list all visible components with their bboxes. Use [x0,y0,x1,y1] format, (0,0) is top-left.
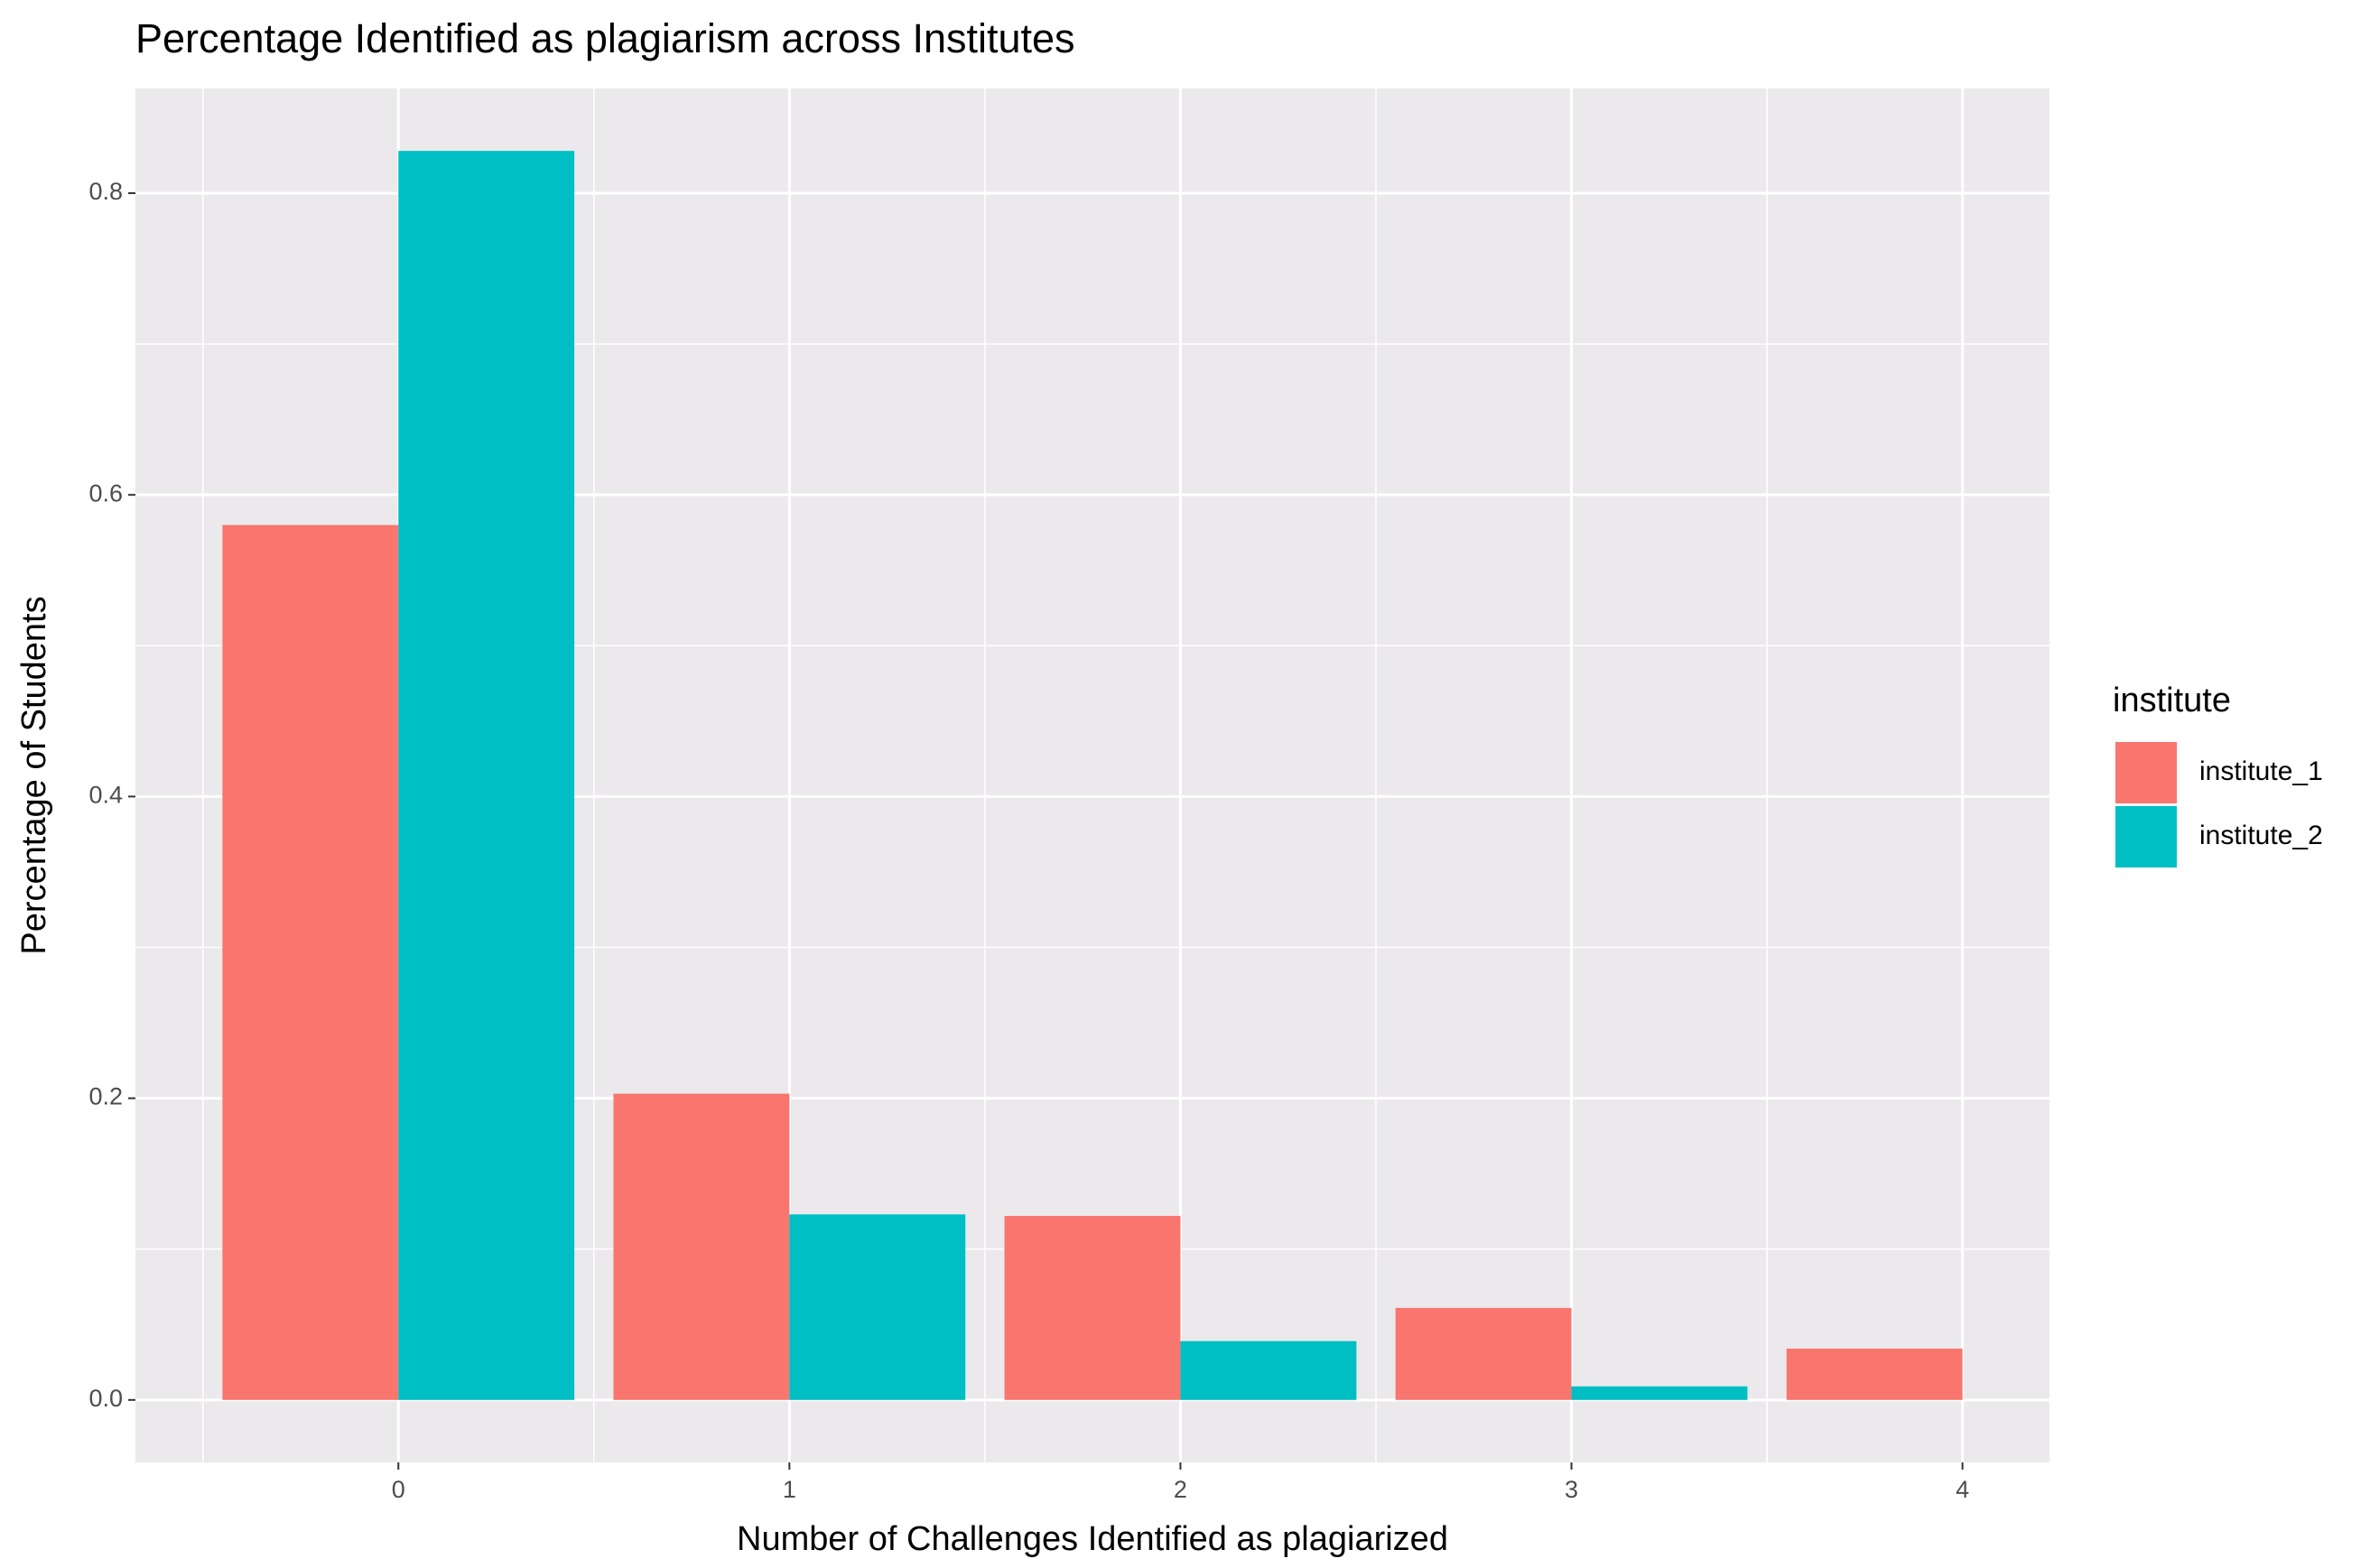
legend-title: institute [2113,682,2231,719]
y-tick-label: 0.2 [88,1083,123,1110]
x-tick-label: 4 [1956,1476,1969,1503]
legend-key [2115,742,2177,803]
bar [1180,1341,1357,1400]
bar [789,1214,966,1400]
bar [1786,1349,1963,1400]
bar [398,151,575,1400]
legend-label: institute_1 [2199,756,2323,786]
chart-title: Percentage Identified as plagiarism acro… [135,15,1075,61]
legend-label: institute_2 [2199,821,2323,850]
x-tick-label: 2 [1174,1476,1187,1503]
x-tick-label: 0 [392,1476,405,1503]
bar [613,1093,790,1400]
y-axis-label: Percentage of Students [15,596,53,954]
y-tick-label: 0.0 [88,1385,123,1412]
y-tick-label: 0.8 [88,178,123,205]
bar [1004,1215,1181,1400]
y-tick-label: 0.6 [88,479,123,506]
y-tick-label: 0.4 [88,782,123,809]
bar [222,524,399,1400]
bar [1395,1307,1572,1400]
legend-key [2115,806,2177,868]
x-axis-label: Number of Challenges Identified as plagi… [737,1520,1448,1558]
x-tick-label: 1 [783,1476,796,1503]
x-tick-label: 3 [1565,1476,1578,1503]
bar [1571,1386,1748,1400]
